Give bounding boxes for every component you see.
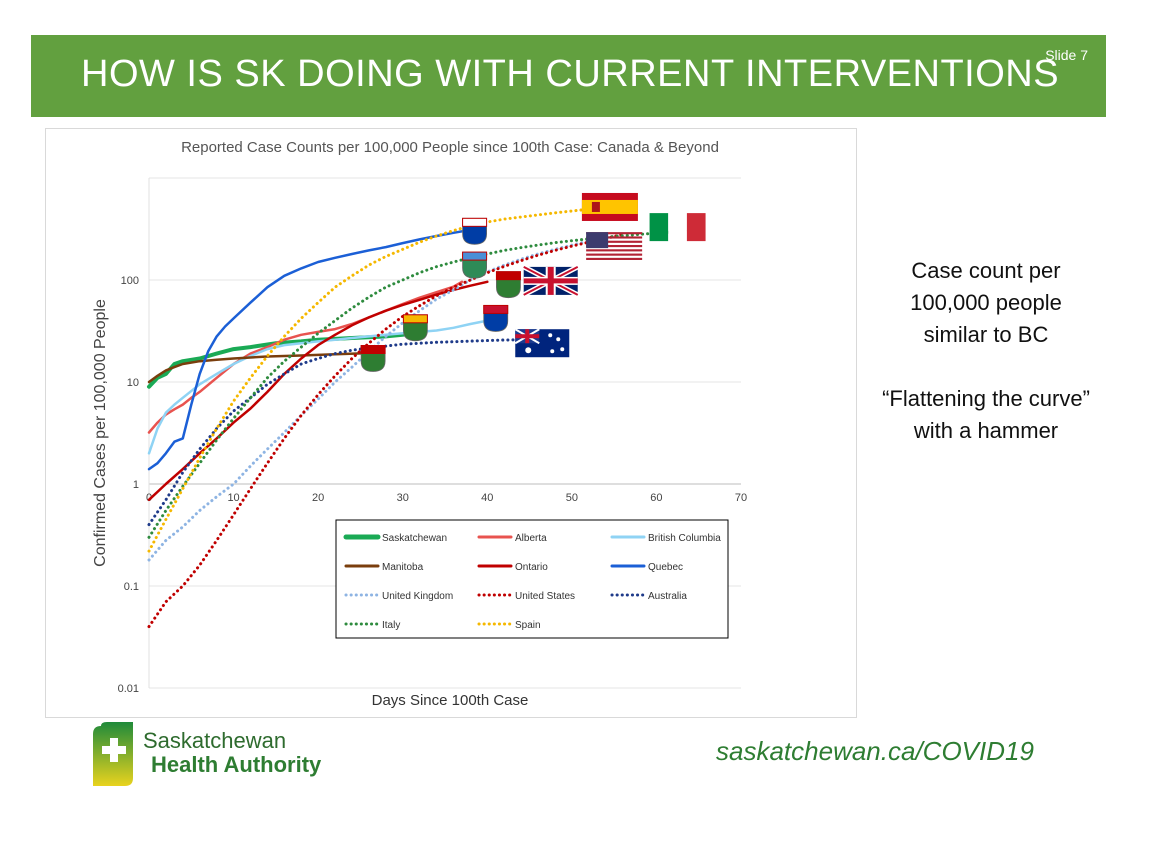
sha-logo: Saskatchewan Health Authority bbox=[93, 722, 353, 788]
x-axis-label: Days Since 100th Case bbox=[372, 692, 529, 709]
title-banner: HOW IS SK DOING WITH CURRENT INTERVENTIO… bbox=[31, 35, 1106, 117]
uk-flag-icon bbox=[522, 264, 579, 298]
x-tick-label: 30 bbox=[397, 492, 409, 504]
y-axis-label: Confirmed Cases per 100,000 People bbox=[92, 299, 109, 567]
series-line-united-kingdom bbox=[147, 239, 591, 562]
legend-label-united-states: United States bbox=[515, 591, 575, 602]
series-line-united-states bbox=[147, 232, 625, 629]
legend-label-quebec: Quebec bbox=[648, 562, 683, 573]
series-line-british-columbia bbox=[147, 319, 489, 455]
legend-label-alberta: Alberta bbox=[515, 533, 547, 544]
ontario-flag-icon bbox=[495, 271, 521, 299]
y-tick-label: 0.01 bbox=[118, 683, 139, 695]
side-note-1: Case count per 100,000 people similar to… bbox=[910, 258, 1062, 347]
x-tick-label: 10 bbox=[227, 492, 239, 504]
slide-title: HOW IS SK DOING WITH CURRENT INTERVENTIO… bbox=[81, 53, 1060, 95]
chart-title: Reported Case Counts per 100,000 People … bbox=[181, 139, 719, 156]
bc-flag-icon bbox=[483, 304, 509, 332]
line-chart: Reported Case Counts per 100,000 People … bbox=[92, 139, 747, 709]
legend-label-australia: Australia bbox=[648, 591, 687, 602]
manitoba-flag-icon bbox=[360, 344, 386, 372]
us-flag-icon bbox=[586, 232, 643, 260]
logo-line-1: Saskatchewan bbox=[143, 728, 287, 753]
y-tick-label: 10 bbox=[127, 377, 139, 389]
x-tick-label: 0 bbox=[146, 492, 152, 504]
australia-flag-icon bbox=[514, 328, 570, 358]
legend-label-italy: Italy bbox=[382, 620, 400, 631]
legend-label-manitoba: Manitoba bbox=[382, 562, 424, 573]
saskatchewan-flag-icon bbox=[402, 314, 428, 342]
side-note-2: “Flattening the curve” with a hammer bbox=[882, 386, 1090, 443]
legend-label-british-columbia: British Columbia bbox=[648, 533, 721, 544]
y-tick-label: 0.1 bbox=[124, 581, 139, 593]
italy-flag-icon bbox=[649, 213, 706, 242]
x-tick-label: 70 bbox=[735, 492, 747, 504]
side-notes: Case count per 100,000 people similar to… bbox=[880, 255, 1092, 479]
series-line-australia bbox=[147, 338, 540, 527]
legend-label-ontario: Ontario bbox=[515, 562, 548, 573]
logo-line-2: Health Authority bbox=[151, 752, 322, 777]
website-url[interactable]: saskatchewan.ca/COVID19 bbox=[716, 736, 1034, 766]
legend-label-united-kingdom: United Kingdom bbox=[382, 591, 453, 602]
quebec-flag-icon bbox=[462, 217, 488, 245]
series-line-spain bbox=[147, 204, 625, 553]
x-tick-label: 40 bbox=[481, 492, 493, 504]
x-tick-label: 20 bbox=[312, 492, 324, 504]
legend-label-saskatchewan: Saskatchewan bbox=[382, 533, 447, 544]
y-tick-label: 1 bbox=[133, 479, 139, 491]
spain-flag-icon bbox=[581, 192, 638, 221]
slide-number: Slide 7 bbox=[1045, 47, 1088, 63]
x-tick-label: 50 bbox=[566, 492, 578, 504]
x-tick-label: 60 bbox=[650, 492, 662, 504]
legend-label-spain: Spain bbox=[515, 620, 541, 631]
legend-box bbox=[335, 519, 729, 639]
y-tick-label: 100 bbox=[121, 275, 139, 287]
series-line-quebec bbox=[147, 228, 472, 471]
alberta-flag-icon bbox=[462, 251, 488, 279]
health-cross-icon bbox=[93, 722, 133, 786]
